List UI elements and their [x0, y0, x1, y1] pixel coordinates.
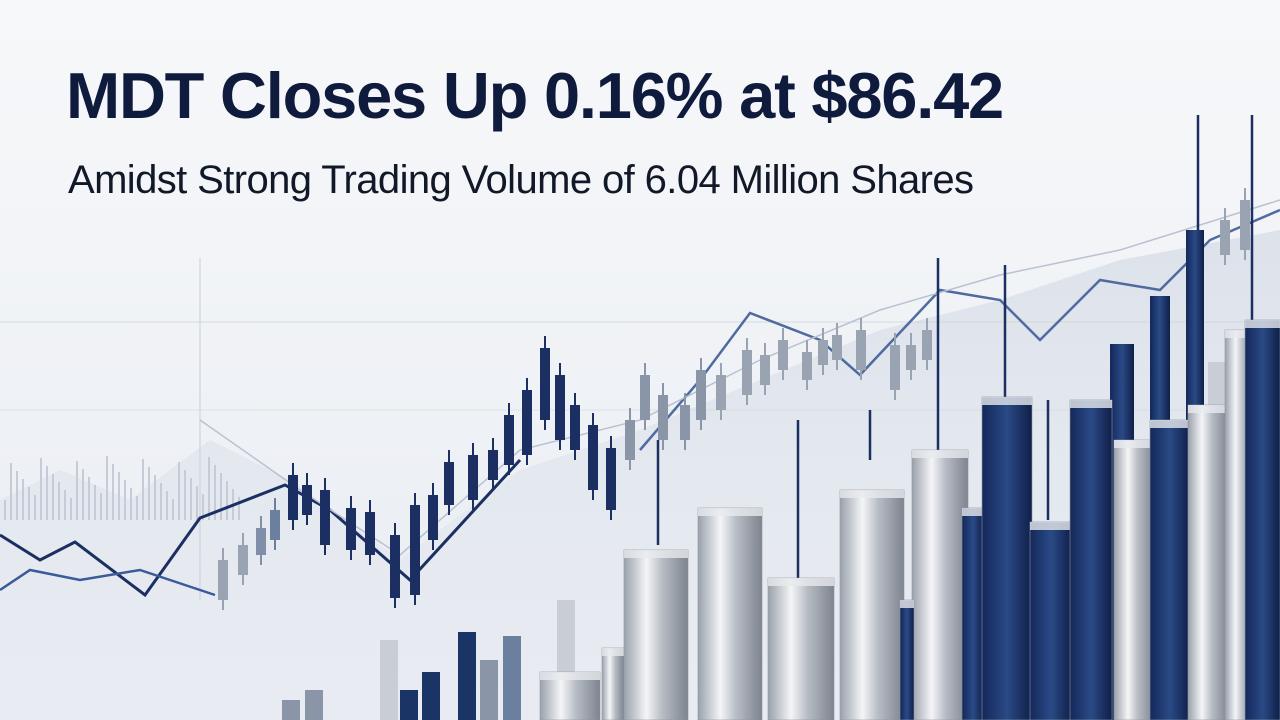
candle-body [555, 375, 565, 440]
candle-body [802, 352, 812, 380]
candle-body [504, 415, 514, 465]
volume-bar [1029, 521, 1073, 720]
volume-bar-top [1225, 330, 1255, 338]
candle-body [658, 395, 668, 440]
volume-bar [601, 647, 625, 720]
candle-body [218, 560, 228, 600]
volume-bar-top [1150, 420, 1190, 428]
candle-body [922, 330, 932, 360]
volume-bar-top [982, 397, 1032, 405]
trend-line-mid [639, 208, 1280, 451]
volume-bar [623, 549, 689, 720]
candle-body [890, 345, 900, 390]
candle-body [1220, 220, 1230, 255]
volume-bar [981, 396, 1033, 720]
volume-bar-top [840, 490, 904, 498]
candle-body [428, 495, 438, 540]
headline-subtitle: Amidst Strong Trading Volume of 6.04 Mil… [68, 158, 974, 202]
volume-bar-top [768, 578, 834, 586]
candle-body [1240, 200, 1250, 250]
volume-bar [697, 507, 763, 720]
volume-bar [1244, 319, 1280, 720]
candle-body [320, 490, 330, 545]
candle-body [570, 405, 580, 450]
headline-title: MDT Closes Up 0.16% at $86.42 [66, 59, 1004, 132]
trend-line-blue [0, 568, 216, 597]
volume-bar [1069, 399, 1113, 720]
candle-body [742, 350, 752, 395]
candle-body [390, 535, 400, 598]
volume-bar [422, 672, 440, 720]
volume-bar-top [698, 508, 762, 516]
volume-bar [1113, 439, 1155, 720]
volume-bar [458, 632, 476, 720]
candle-body [778, 340, 788, 370]
volume-bar [480, 660, 498, 720]
volume-bar-top [900, 600, 914, 608]
volume-bar-top [912, 450, 968, 458]
candle-body [606, 448, 616, 510]
candle-body [444, 462, 454, 505]
candle-body [856, 330, 866, 370]
volume-bars [282, 230, 1280, 720]
volume-bar-top [624, 550, 688, 558]
volume-bar-top [602, 648, 624, 656]
candle-body [818, 340, 828, 365]
candle-body [288, 475, 298, 520]
volume-bar-top [1245, 320, 1280, 328]
candle-body [270, 510, 280, 540]
volume-bar [911, 449, 969, 720]
volume-bar-top [1188, 405, 1228, 413]
volume-bar [380, 640, 398, 720]
volume-bar [767, 577, 835, 720]
candle-body [488, 450, 498, 480]
volume-bar-top [962, 508, 984, 516]
candle-body [640, 375, 650, 420]
candle-body [256, 528, 266, 555]
volume-bar [839, 489, 905, 720]
candle-body [346, 508, 356, 550]
volume-bar-top [540, 672, 600, 680]
volume-bar [961, 507, 985, 720]
candle-body [625, 420, 635, 460]
volume-bar [1149, 419, 1191, 720]
candle-body [760, 355, 770, 385]
volume-bar [899, 599, 915, 720]
volume-bar-top [1030, 522, 1072, 530]
candle-body [696, 370, 706, 420]
candle-body [680, 405, 690, 440]
candle-body [906, 345, 916, 370]
volume-bar-top [1114, 440, 1154, 448]
volume-bar [305, 690, 323, 720]
volume-bar [282, 700, 300, 720]
candle-body [302, 485, 312, 515]
candle-body [238, 545, 248, 575]
volume-bar [503, 636, 521, 720]
candle-body [522, 390, 532, 455]
volume-bar-top [1070, 400, 1112, 408]
candle-body [468, 455, 478, 500]
candle-body [588, 425, 598, 490]
candle-body [832, 335, 842, 360]
candle-body [365, 512, 375, 555]
volume-bar [400, 690, 418, 720]
candle-body [410, 505, 420, 595]
candle-body [716, 375, 726, 410]
trend-line-dark [0, 458, 522, 598]
volume-bar [1187, 404, 1229, 720]
candlesticks [218, 115, 1254, 610]
candle-body [540, 348, 550, 420]
